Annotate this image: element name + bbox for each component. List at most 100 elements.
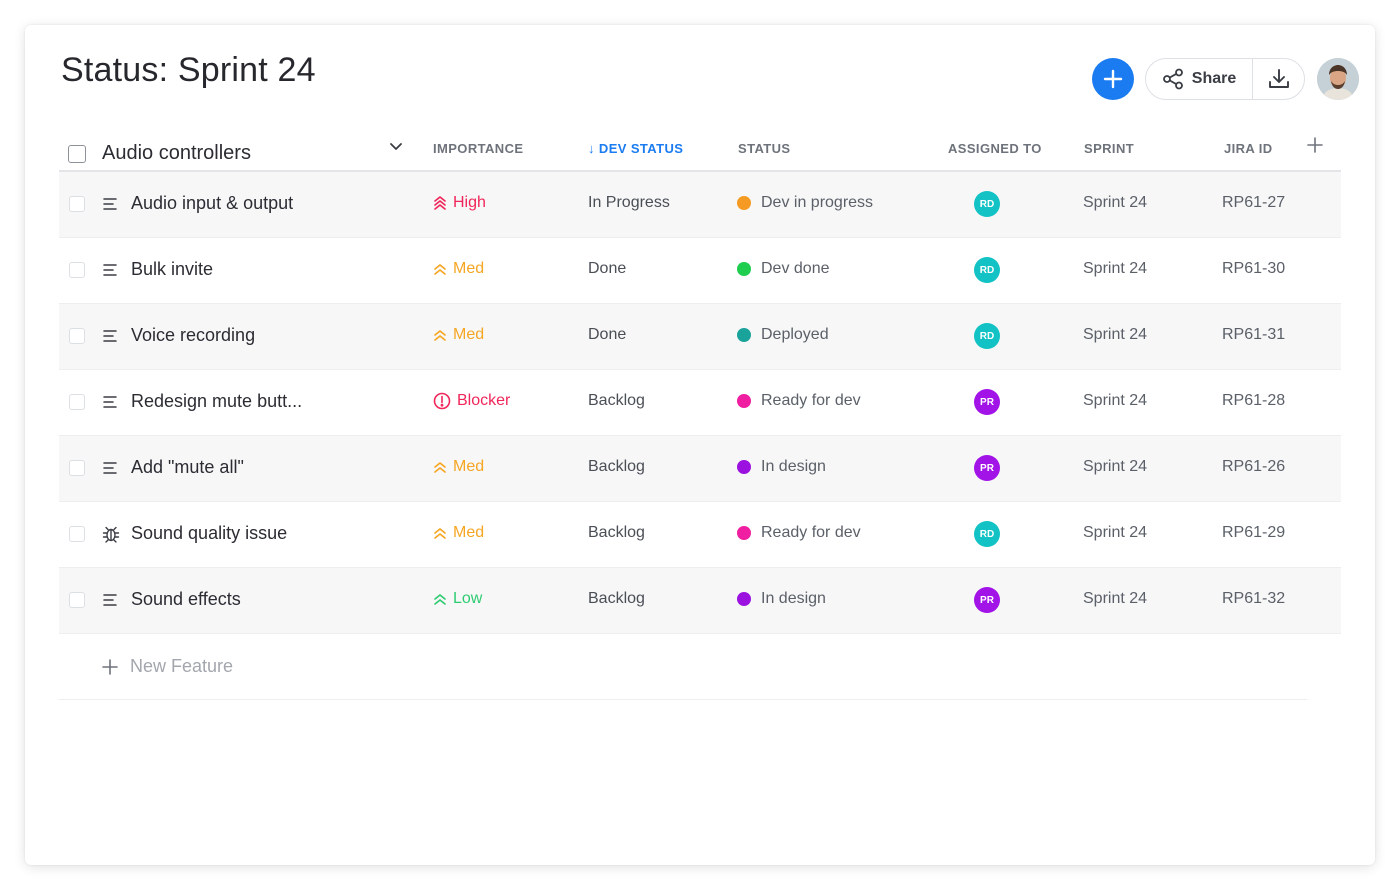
download-button[interactable]	[1253, 59, 1304, 99]
feature-name[interactable]: Sound quality issue	[131, 523, 288, 543]
status-cell[interactable]: In design	[737, 458, 826, 476]
sprint-cell[interactable]: Sprint 24	[1083, 260, 1148, 277]
importance-cell[interactable]: Med	[433, 260, 484, 278]
feature-name[interactable]: Voice recording	[131, 325, 256, 345]
sprint-cell[interactable]: Sprint 24	[1083, 392, 1148, 409]
table-row[interactable]: Sound effects Low Backlog In design PR Sprint…	[59, 568, 1341, 634]
new-feature-button[interactable]: New Feature	[102, 656, 233, 677]
chevron-down-icon[interactable]	[389, 139, 403, 153]
assignee-avatar[interactable]: RD	[974, 257, 1000, 283]
row-checkbox[interactable]	[69, 592, 85, 608]
status-dot	[737, 592, 751, 606]
add-button[interactable]	[1092, 58, 1134, 100]
lines-icon	[102, 392, 118, 412]
status-dot	[737, 262, 751, 276]
feature-name[interactable]: Add "mute all"	[131, 457, 244, 477]
jira-id-cell[interactable]: RP61-27	[1222, 194, 1286, 211]
medium-priority-icon	[434, 264, 446, 275]
row-checkbox[interactable]	[69, 460, 85, 476]
plus-icon	[1103, 69, 1123, 89]
page-title: Status: Sprint 24	[61, 51, 316, 89]
table-row[interactable]: Audio input & output High In Progress Dev i…	[59, 172, 1341, 238]
importance-cell[interactable]: High	[433, 194, 486, 212]
sprint-cell[interactable]: Sprint 24	[1083, 524, 1148, 541]
assignee-avatar[interactable]: PR	[974, 587, 1000, 613]
header-dev-status[interactable]: ↓ DEV STATUS	[588, 141, 684, 156]
profile-photo-icon	[1317, 58, 1359, 100]
table-row[interactable]: Sound quality issue Med Backlog Ready for d…	[59, 502, 1341, 568]
table-row[interactable]: Add "mute all" Med Backlog In design PR Sprin…	[59, 436, 1341, 502]
importance-cell[interactable]: Blocker	[433, 392, 510, 410]
assignee-avatar[interactable]: PR	[974, 455, 1000, 481]
sprint-cell[interactable]: Sprint 24	[1083, 590, 1148, 607]
table-row[interactable]: Bulk invite Med Done Dev done RD Sprint 24 RP6…	[59, 238, 1341, 304]
dev-status-cell[interactable]: Backlog	[588, 590, 645, 607]
sprint-cell[interactable]: Sprint 24	[1083, 326, 1148, 343]
row-checkbox[interactable]	[69, 262, 85, 278]
new-feature-row: New Feature	[59, 634, 1307, 700]
row-checkbox[interactable]	[69, 526, 85, 542]
status-dot	[737, 526, 751, 540]
roadmap-card: Status: Sprint 24 Share	[25, 25, 1375, 865]
group-name: Audio controllers	[102, 142, 251, 164]
row-checkbox[interactable]	[69, 328, 85, 344]
importance-cell[interactable]: Med	[433, 458, 484, 476]
sprint-cell[interactable]: Sprint 24	[1083, 458, 1148, 475]
row-checkbox[interactable]	[69, 394, 85, 410]
dev-status-cell[interactable]: Backlog	[588, 524, 645, 541]
dev-status-cell[interactable]: Backlog	[588, 392, 645, 409]
status-cell[interactable]: Dev in progress	[737, 194, 873, 212]
lines-icon	[102, 590, 118, 610]
dev-status-cell[interactable]: Backlog	[588, 458, 645, 475]
status-label: Ready for dev	[761, 524, 861, 541]
table-body: Audio input & output High In Progress Dev i…	[59, 172, 1341, 634]
lines-icon	[102, 260, 118, 280]
feature-name[interactable]: Sound effects	[131, 589, 241, 609]
assignee-avatar[interactable]: PR	[974, 389, 1000, 415]
add-column-icon[interactable]	[1307, 137, 1323, 153]
feature-name[interactable]: Audio input & output	[131, 193, 294, 213]
feature-name[interactable]: Bulk invite	[131, 259, 214, 279]
jira-id-cell[interactable]: RP61-31	[1222, 326, 1286, 343]
jira-id-cell[interactable]: RP61-29	[1222, 524, 1286, 541]
status-label: In design	[761, 458, 826, 475]
medium-priority-icon	[434, 528, 446, 539]
user-avatar[interactable]	[1317, 58, 1359, 100]
dev-status-cell[interactable]: In Progress	[588, 194, 670, 211]
header-status[interactable]: STATUS	[738, 141, 791, 156]
assignee-avatar[interactable]: RD	[974, 521, 1000, 547]
assignee-avatar[interactable]: RD	[974, 191, 1000, 217]
jira-id-cell[interactable]: RP61-26	[1222, 458, 1286, 475]
medium-priority-icon	[434, 330, 446, 341]
importance-cell[interactable]: Low	[433, 590, 482, 608]
status-label: Ready for dev	[761, 392, 861, 409]
feature-name[interactable]: Redesign mute butt...	[131, 391, 303, 411]
dev-status-cell[interactable]: Done	[588, 326, 627, 343]
table-row[interactable]: Voice recording Med Done Deployed RD Sprint 2…	[59, 304, 1341, 370]
share-button[interactable]: Share	[1146, 59, 1253, 99]
importance-cell[interactable]: Med	[433, 326, 484, 344]
lines-icon	[102, 326, 118, 346]
select-all-checkbox[interactable]	[68, 145, 86, 163]
header-assigned-to[interactable]: ASSIGNED TO	[948, 141, 1042, 156]
table-row[interactable]: Redesign mute butt... Blocker Backlog Ready…	[59, 370, 1341, 436]
status-cell[interactable]: Deployed	[737, 326, 829, 344]
importance-label: Blocker	[457, 392, 511, 409]
header-jira-id[interactable]: JIRA ID	[1224, 141, 1273, 156]
jira-id-cell[interactable]: RP61-32	[1222, 590, 1286, 607]
status-cell[interactable]: In design	[737, 590, 826, 608]
status-cell[interactable]: Ready for dev	[737, 524, 861, 542]
importance-cell[interactable]: Med	[433, 524, 484, 542]
row-checkbox[interactable]	[69, 196, 85, 212]
header-sprint[interactable]: SPRINT	[1084, 141, 1135, 156]
jira-id-cell[interactable]: RP61-28	[1222, 392, 1286, 409]
dev-status-cell[interactable]: Done	[588, 260, 627, 277]
jira-id-cell[interactable]: RP61-30	[1222, 260, 1286, 277]
status-cell[interactable]: Ready for dev	[737, 392, 861, 410]
status-dot	[737, 394, 751, 408]
status-cell[interactable]: Dev done	[737, 260, 830, 278]
assignee-avatar[interactable]: RD	[974, 323, 1000, 349]
header-importance[interactable]: IMPORTANCE	[433, 141, 524, 156]
sprint-cell[interactable]: Sprint 24	[1083, 194, 1148, 211]
importance-label: Low	[453, 590, 483, 607]
